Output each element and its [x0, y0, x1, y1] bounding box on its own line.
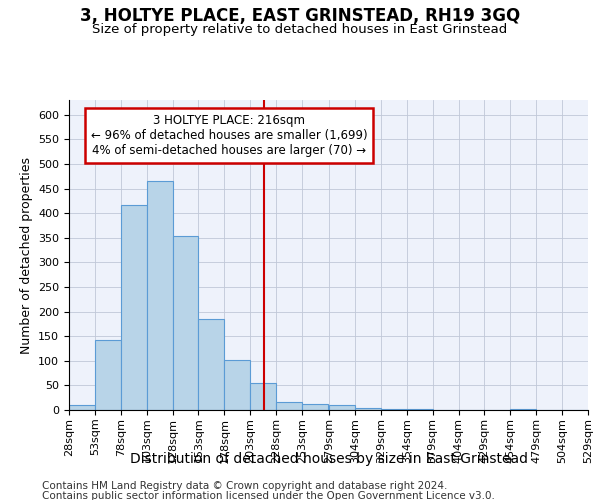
Bar [329, 405, 355, 410]
Text: Contains HM Land Registry data © Crown copyright and database right 2024.: Contains HM Land Registry data © Crown c… [42, 481, 448, 491]
Y-axis label: Number of detached properties: Number of detached properties [20, 156, 32, 354]
Bar [69, 405, 95, 410]
Bar [199, 319, 224, 410]
Bar [224, 360, 250, 410]
Bar [173, 236, 199, 410]
Bar [95, 340, 121, 410]
Text: 3 HOLTYE PLACE: 216sqm
← 96% of detached houses are smaller (1,699)
4% of semi-d: 3 HOLTYE PLACE: 216sqm ← 96% of detached… [91, 114, 367, 157]
Bar [121, 206, 146, 410]
Bar [276, 402, 302, 410]
Bar [407, 408, 433, 410]
Bar [511, 408, 536, 410]
Bar [302, 404, 328, 410]
Text: Size of property relative to detached houses in East Grinstead: Size of property relative to detached ho… [92, 22, 508, 36]
Bar [250, 383, 276, 410]
Text: 3, HOLTYE PLACE, EAST GRINSTEAD, RH19 3GQ: 3, HOLTYE PLACE, EAST GRINSTEAD, RH19 3G… [80, 8, 520, 26]
Bar [355, 408, 381, 410]
Text: Distribution of detached houses by size in East Grinstead: Distribution of detached houses by size … [130, 452, 528, 466]
Bar [381, 408, 407, 410]
Text: Contains public sector information licensed under the Open Government Licence v3: Contains public sector information licen… [42, 491, 495, 500]
Bar [146, 181, 173, 410]
